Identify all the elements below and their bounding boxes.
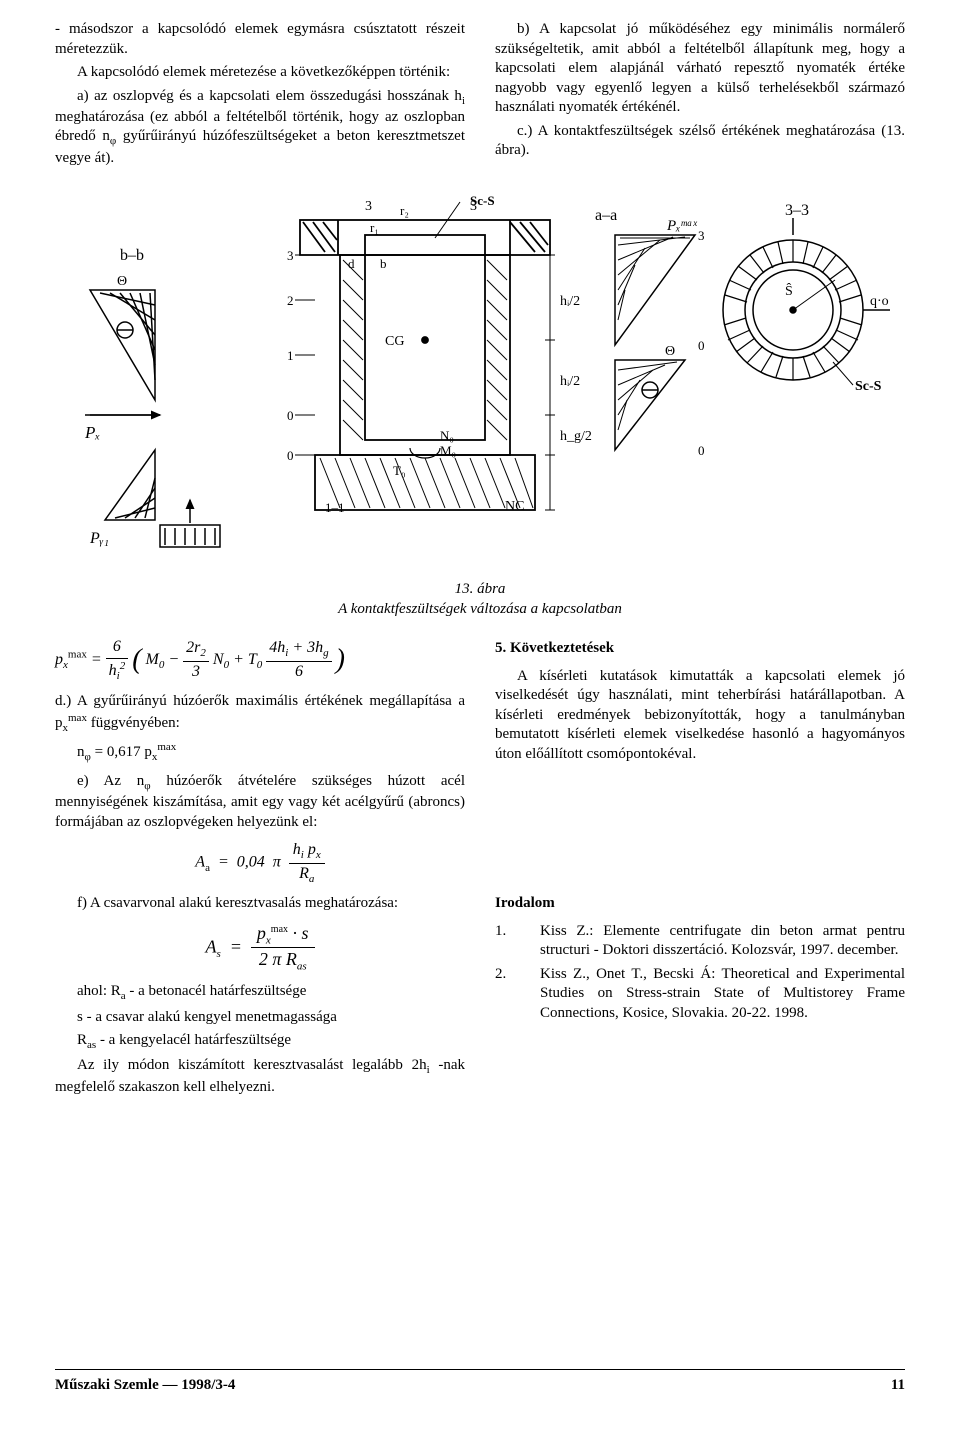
caption-num: 13. ábra	[455, 581, 506, 597]
bottom-left-col: pxmax = 6 hi2 ( M0 − 2r2 3 N0 + T0 4hi +…	[55, 629, 465, 1101]
figure-13: b–b Θ Pₓ Pᵧ₁ 3 3	[55, 190, 905, 550]
lbl-cg: CG	[385, 334, 404, 349]
lbl-aa: a–a	[595, 207, 617, 224]
lbl-no: N₀	[440, 428, 454, 443]
lbl-l1: 1	[287, 348, 294, 363]
sup: max	[157, 741, 176, 753]
lbl-nc: NC	[505, 499, 524, 514]
lbl-pxmax: Pₓᵐᵃˣ	[666, 218, 698, 234]
center-section: 3 3 CG N₀ M₀ T₀	[287, 193, 617, 515]
bottom-columns: pxmax = 6 hi2 ( M0 − 2r2 3 N0 + T0 4hi +…	[55, 629, 905, 1101]
lbl-r3: 3	[698, 228, 705, 243]
t: a) az oszlopvég és a kapcsolati elem öss…	[77, 88, 462, 104]
lbl-scs: Sc-S	[470, 193, 495, 208]
top-columns: - másodszor a kapcsolódó elemek egymásra…	[55, 20, 905, 172]
ref-2-text: Kiss Z., Onet T., Becski Á: Theoretical …	[540, 965, 905, 1024]
lbl-r0b: 0	[698, 443, 705, 458]
lbl-l3: 3	[287, 248, 294, 263]
para-where2: s - a csavar alakú kengyel menetmagasság…	[55, 1008, 465, 1028]
lbl-l0b: 0	[287, 448, 294, 463]
t: Az ily módon kiszámított keresztvasalást…	[77, 1057, 427, 1073]
para-where1: ahol: Ra - a betonacél határfeszültsége	[55, 982, 465, 1003]
conclusions-text: A kísérleti kutatások kimutatták a kapcs…	[495, 667, 905, 765]
ref-2-num: 2.	[495, 965, 515, 1024]
formula-as: As = pxmax · s 2 π Ras	[55, 922, 465, 975]
para-method: A kapcsolódó elemek méretezése a követke…	[55, 63, 465, 83]
lbl-bb: b–b	[120, 247, 144, 264]
lbl-3t: 3	[365, 199, 372, 214]
formula-aa: Aa = 0,04 π hi px Ra	[55, 840, 465, 886]
lbl-l0a: 0	[287, 408, 294, 423]
footer-left: Műszaki Szemle — 1998/3-4	[55, 1376, 235, 1396]
footer-right: 11	[891, 1376, 905, 1396]
lbl-mo: M₀	[440, 443, 456, 458]
caption-text: A kontaktfeszültségek változása a kapcso…	[338, 601, 622, 617]
lbl-r0a: 0	[698, 338, 705, 353]
t: R	[77, 1032, 87, 1048]
t: - a betonacél határfeszültsége	[126, 983, 307, 999]
figure-caption: 13. ábra A kontaktfeszültségek változása…	[55, 580, 905, 619]
lbl-11: 1–1	[325, 500, 345, 515]
lbl-to: T₀	[393, 463, 405, 478]
section-5-title: 5. Következtetések	[495, 639, 905, 659]
lbl-hi2b: hᵢ/2	[560, 374, 580, 389]
lbl-r1: r₁	[370, 220, 379, 235]
para-intro-2: - másodszor a kapcsolódó elemek egymásra…	[55, 20, 465, 59]
lbl-r2: r₂	[400, 203, 409, 218]
right-section: Pₓᵐᵃˣ Θ 3 0 0 3–3	[615, 202, 890, 458]
ref-2: 2. Kiss Z., Onet T., Becski Á: Theoretic…	[495, 965, 905, 1024]
para-where3: Ras - a kengyelacél határfeszültsége	[55, 1031, 465, 1052]
top-left-col: - másodszor a kapcsolódó elemek egymásra…	[55, 20, 465, 172]
para-d: d.) A gyűrűirányú húzóerők maximális ért…	[55, 692, 465, 736]
lbl-hg2: h_g/2	[560, 429, 592, 444]
lbl-theta-r: Θ	[665, 344, 675, 359]
ref-1-num: 1.	[495, 922, 515, 961]
para-nphi: nφ = 0,617 pxmax	[55, 740, 465, 764]
t: gyűrűirányú húzófeszültségeket a beton k…	[55, 128, 465, 165]
t: = 0,617 p	[91, 744, 152, 760]
lbl-py1: Pᵧ₁	[89, 530, 109, 547]
sup: max	[68, 712, 87, 724]
lbl-scs2: Sc-S	[855, 379, 882, 394]
formula-pxmax: pxmax = 6 hi2 ( M0 − 2r2 3 N0 + T0 4hi +…	[55, 637, 465, 684]
lbl-s: Ŝ	[785, 282, 793, 299]
ref-1: 1. Kiss Z.: Elemente centrifugate din be…	[495, 922, 905, 961]
lbl-theta-l: Θ	[117, 274, 127, 289]
lbl-px: Pₓ	[84, 423, 100, 442]
ref-1-text: Kiss Z.: Elemente centrifugate din beton…	[540, 922, 905, 961]
para-e: e) Az nφ húzóerők átvételére szükséges h…	[55, 772, 465, 832]
lbl-33: 3–3	[785, 202, 809, 219]
t: e) Az n	[77, 773, 144, 789]
para-b: b) A kapcsolat jó működéséhez egy minimá…	[495, 20, 905, 118]
bottom-right-col: 5. Következtetések A kísérleti kutatások…	[495, 629, 905, 1101]
para-f: f) A csavarvonal alakú keresztvasalás me…	[55, 894, 465, 914]
page-footer: Műszaki Szemle — 1998/3-4 11	[55, 1369, 905, 1396]
lbl-hi2a: hᵢ/2	[560, 294, 580, 309]
t: - a kengyelacél határfeszültsége	[96, 1032, 291, 1048]
left-section: b–b Θ Pₓ Pᵧ₁	[84, 247, 220, 547]
para-c: c.) A kontaktfeszültségek szélső értékén…	[495, 122, 905, 161]
top-right-col: b) A kapcsolat jó működéséhez egy minimá…	[495, 20, 905, 172]
irodalom-title: Irodalom	[495, 894, 905, 914]
references: 1. Kiss Z.: Elemente centrifugate din be…	[495, 922, 905, 1024]
lbl-b: b	[380, 256, 387, 271]
para-a: a) az oszlopvég és a kapcsolati elem öss…	[55, 87, 465, 169]
lbl-d: d	[348, 256, 355, 271]
t: függvényében:	[87, 715, 180, 731]
diagram-svg: b–b Θ Pₓ Pᵧ₁ 3 3	[65, 190, 895, 550]
lbl-l2: 2	[287, 293, 294, 308]
sub: i	[462, 95, 465, 107]
para-final: Az ily módon kiszámított keresztvasalást…	[55, 1056, 465, 1097]
lbl-q0: q·o	[870, 294, 889, 309]
sub: as	[87, 1039, 96, 1051]
t: n	[77, 744, 85, 760]
t: ahol: R	[77, 983, 121, 999]
text: A kapcsolódó elemek méretezése a követke…	[77, 64, 450, 80]
